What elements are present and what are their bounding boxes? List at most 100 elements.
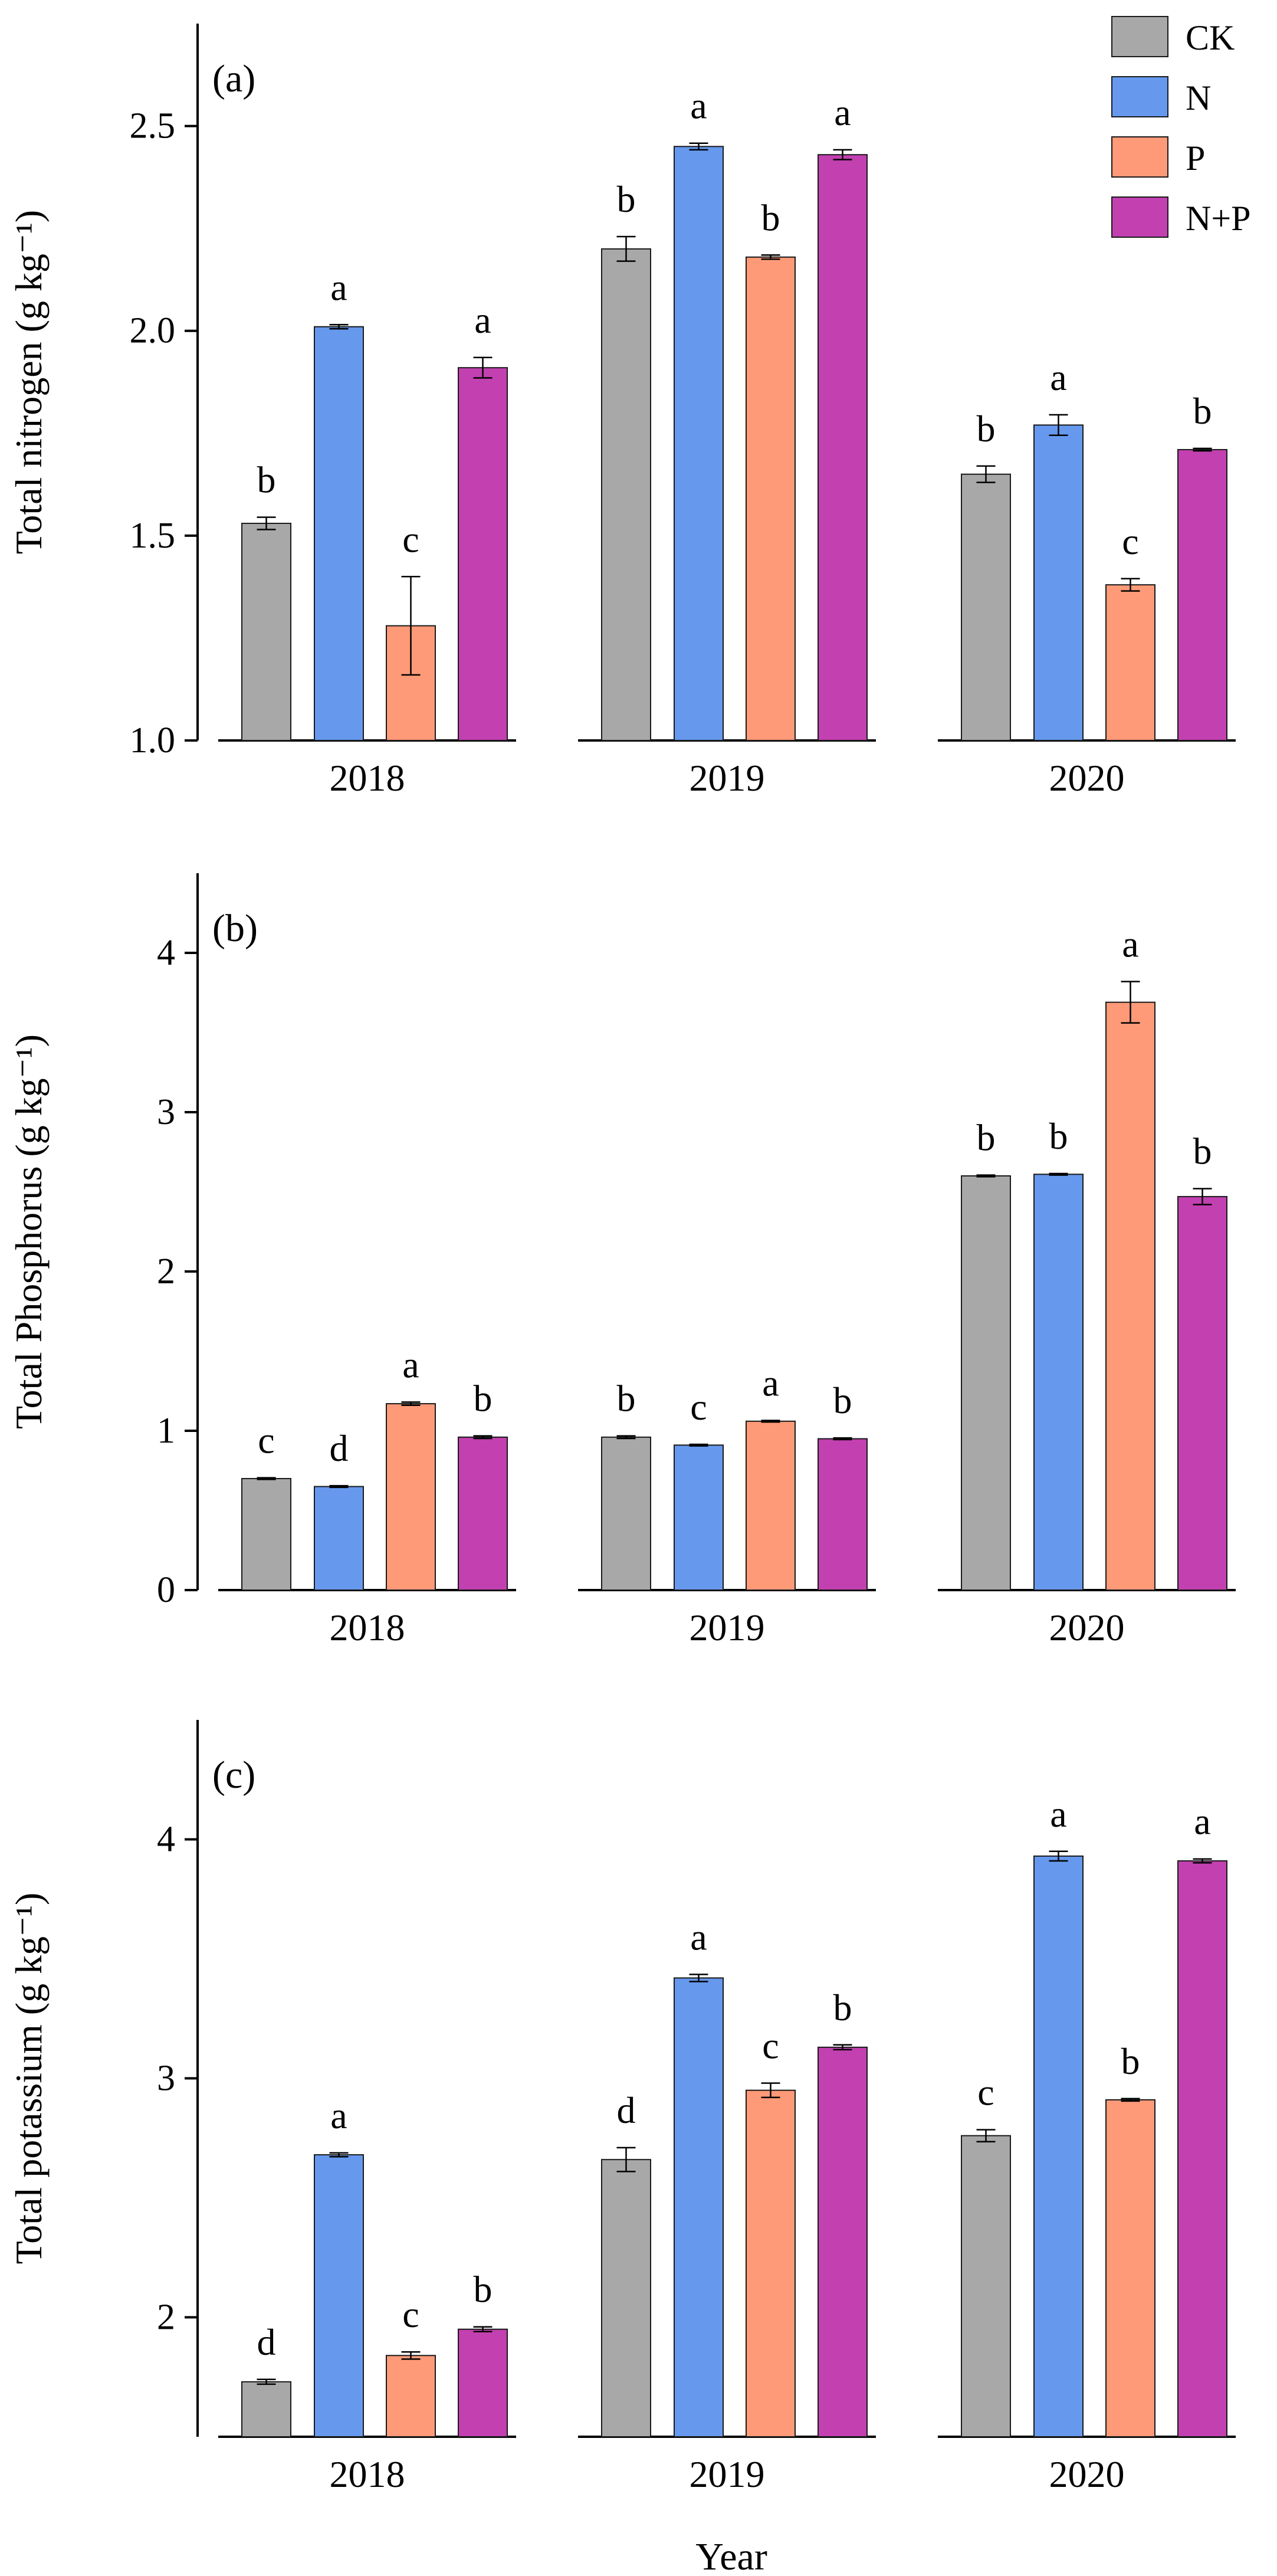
bar-ck-2020 bbox=[961, 2135, 1011, 2437]
significance-letter: b bbox=[833, 1379, 852, 1421]
significance-letter: a bbox=[330, 266, 347, 308]
bar-ck-2019 bbox=[601, 1436, 651, 1591]
significance-letter: c bbox=[402, 2293, 419, 2335]
y-axis-title: Total potassium (g kg⁻¹) bbox=[8, 1893, 50, 2264]
significance-letter: a bbox=[834, 91, 851, 133]
significance-letter: b bbox=[474, 2269, 493, 2310]
bar-npp-2018 bbox=[458, 367, 508, 741]
significance-letter: a bbox=[330, 2095, 347, 2136]
bar-npp-2020 bbox=[1177, 1860, 1227, 2437]
significance-letter: b bbox=[977, 1117, 996, 1159]
x-tick-label: 2019 bbox=[690, 2453, 765, 2495]
y-tick-label: 4 bbox=[157, 1820, 175, 1860]
legend-label: P bbox=[1186, 139, 1205, 178]
bar-npp-2020 bbox=[1177, 449, 1227, 741]
significance-letter: b bbox=[617, 178, 636, 220]
significance-letter: d bbox=[330, 1427, 349, 1469]
significance-letter: b bbox=[1049, 1115, 1068, 1157]
significance-letter: d bbox=[617, 2089, 636, 2131]
y-tick-label: 2 bbox=[157, 2298, 175, 2338]
bar-p-2018 bbox=[386, 1403, 436, 1591]
bar-ck-2018 bbox=[241, 1478, 291, 1591]
significance-letter: b bbox=[977, 408, 996, 450]
x-tick-label: 2019 bbox=[690, 1607, 765, 1648]
x-tick-label: 2019 bbox=[690, 757, 765, 799]
bar-npp-2019 bbox=[818, 2046, 868, 2438]
bar-ck-2020 bbox=[961, 473, 1011, 741]
significance-letter: d bbox=[257, 2321, 276, 2363]
y-tick-label: 0 bbox=[157, 1570, 175, 1610]
y-tick-label: 2 bbox=[157, 1251, 175, 1292]
y-axis-title: Total nitrogen (g kg⁻¹) bbox=[8, 210, 50, 554]
x-tick-label: 2018 bbox=[330, 757, 405, 799]
bar-npp-2018 bbox=[458, 2328, 508, 2437]
x-tick-label: 2020 bbox=[1049, 1607, 1125, 1648]
significance-letter: b bbox=[474, 1378, 493, 1420]
legend-swatch bbox=[1111, 136, 1168, 178]
bar-n-2019 bbox=[674, 1977, 724, 2437]
significance-letter: a bbox=[1050, 1793, 1066, 1835]
legend-swatch bbox=[1111, 76, 1168, 117]
bar-n-2018 bbox=[314, 1486, 364, 1591]
bar-n-2019 bbox=[674, 1444, 724, 1591]
bar-p-2019 bbox=[746, 256, 796, 741]
x-tick-label: 2018 bbox=[330, 2453, 405, 2495]
significance-letter: a bbox=[402, 1343, 419, 1385]
bar-npp-2020 bbox=[1177, 1196, 1227, 1591]
significance-letter: b bbox=[1193, 1130, 1212, 1172]
y-tick-label: 2.5 bbox=[130, 106, 176, 146]
x-axis-title: Year bbox=[695, 2535, 767, 2576]
y-tick-label: 2.0 bbox=[130, 311, 176, 351]
y-tick-label: 1.0 bbox=[130, 720, 176, 761]
x-tick-label: 2020 bbox=[1049, 2453, 1125, 2495]
legend-label: N+P bbox=[1186, 199, 1251, 238]
bar-ck-2020 bbox=[961, 1175, 1011, 1591]
bar-ck-2019 bbox=[601, 2159, 651, 2437]
y-axis-title: Total Phosphorus (g kg⁻¹) bbox=[8, 1034, 50, 1429]
bar-p-2020 bbox=[1105, 2099, 1155, 2437]
bar-ck-2018 bbox=[241, 523, 291, 741]
significance-letter: c bbox=[258, 1420, 274, 1461]
panel-1: 1.0 1.5 2.0 2.5 Total nitrogen (g kg⁻¹) (a) 20… bbox=[8, 24, 1236, 799]
legend: CK NP N+P bbox=[1111, 16, 1251, 238]
significance-letter: c bbox=[690, 1386, 707, 1428]
y-tick-label: 3 bbox=[157, 2059, 175, 2099]
y-tick-label: 1 bbox=[157, 1411, 175, 1451]
bar-ck-2018 bbox=[241, 2381, 291, 2438]
bar-p-2020 bbox=[1105, 584, 1155, 742]
bar-n-2020 bbox=[1033, 1174, 1084, 1591]
y-tick-label: 3 bbox=[157, 1092, 175, 1132]
significance-letter: a bbox=[1050, 356, 1066, 398]
panel-label: (c) bbox=[212, 1754, 255, 1797]
x-tick-label: 2018 bbox=[330, 1607, 405, 1648]
significance-letter: b bbox=[833, 1987, 852, 2028]
x-tick-label: 2020 bbox=[1049, 757, 1125, 799]
bar-npp-2019 bbox=[818, 1438, 868, 1591]
significance-letter: b bbox=[617, 1378, 636, 1420]
significance-letter: c bbox=[1122, 520, 1138, 562]
significance-letter: b bbox=[761, 196, 780, 238]
bar-npp-2018 bbox=[458, 1436, 508, 1591]
bar-p-2019 bbox=[746, 2089, 796, 2437]
bar-n-2020 bbox=[1033, 424, 1084, 741]
significance-letter: a bbox=[1122, 923, 1138, 965]
bar-p-2019 bbox=[746, 1420, 796, 1591]
panel-label: (b) bbox=[212, 907, 258, 950]
significance-letter: c bbox=[762, 2025, 779, 2067]
legend-swatch bbox=[1111, 196, 1168, 238]
significance-letter: a bbox=[762, 1362, 779, 1404]
significance-letter: a bbox=[690, 85, 707, 127]
bar-p-2018 bbox=[386, 2355, 436, 2438]
legend-label: N bbox=[1186, 78, 1211, 117]
bar-p-2020 bbox=[1105, 1001, 1155, 1591]
panel-2: 0 1 2 3 4 Total Phosphorus (g kg⁻¹) (b) 2018 c d a… bbox=[8, 873, 1236, 1648]
significance-letter: a bbox=[1194, 1801, 1210, 1843]
significance-letter: b bbox=[257, 459, 276, 501]
bar-ck-2019 bbox=[601, 248, 651, 742]
significance-letter: c bbox=[402, 518, 419, 560]
y-tick-label: 1.5 bbox=[130, 516, 176, 556]
significance-letter: b bbox=[1193, 390, 1212, 432]
legend-label: CK bbox=[1186, 18, 1235, 57]
y-tick-label: 4 bbox=[157, 933, 175, 973]
